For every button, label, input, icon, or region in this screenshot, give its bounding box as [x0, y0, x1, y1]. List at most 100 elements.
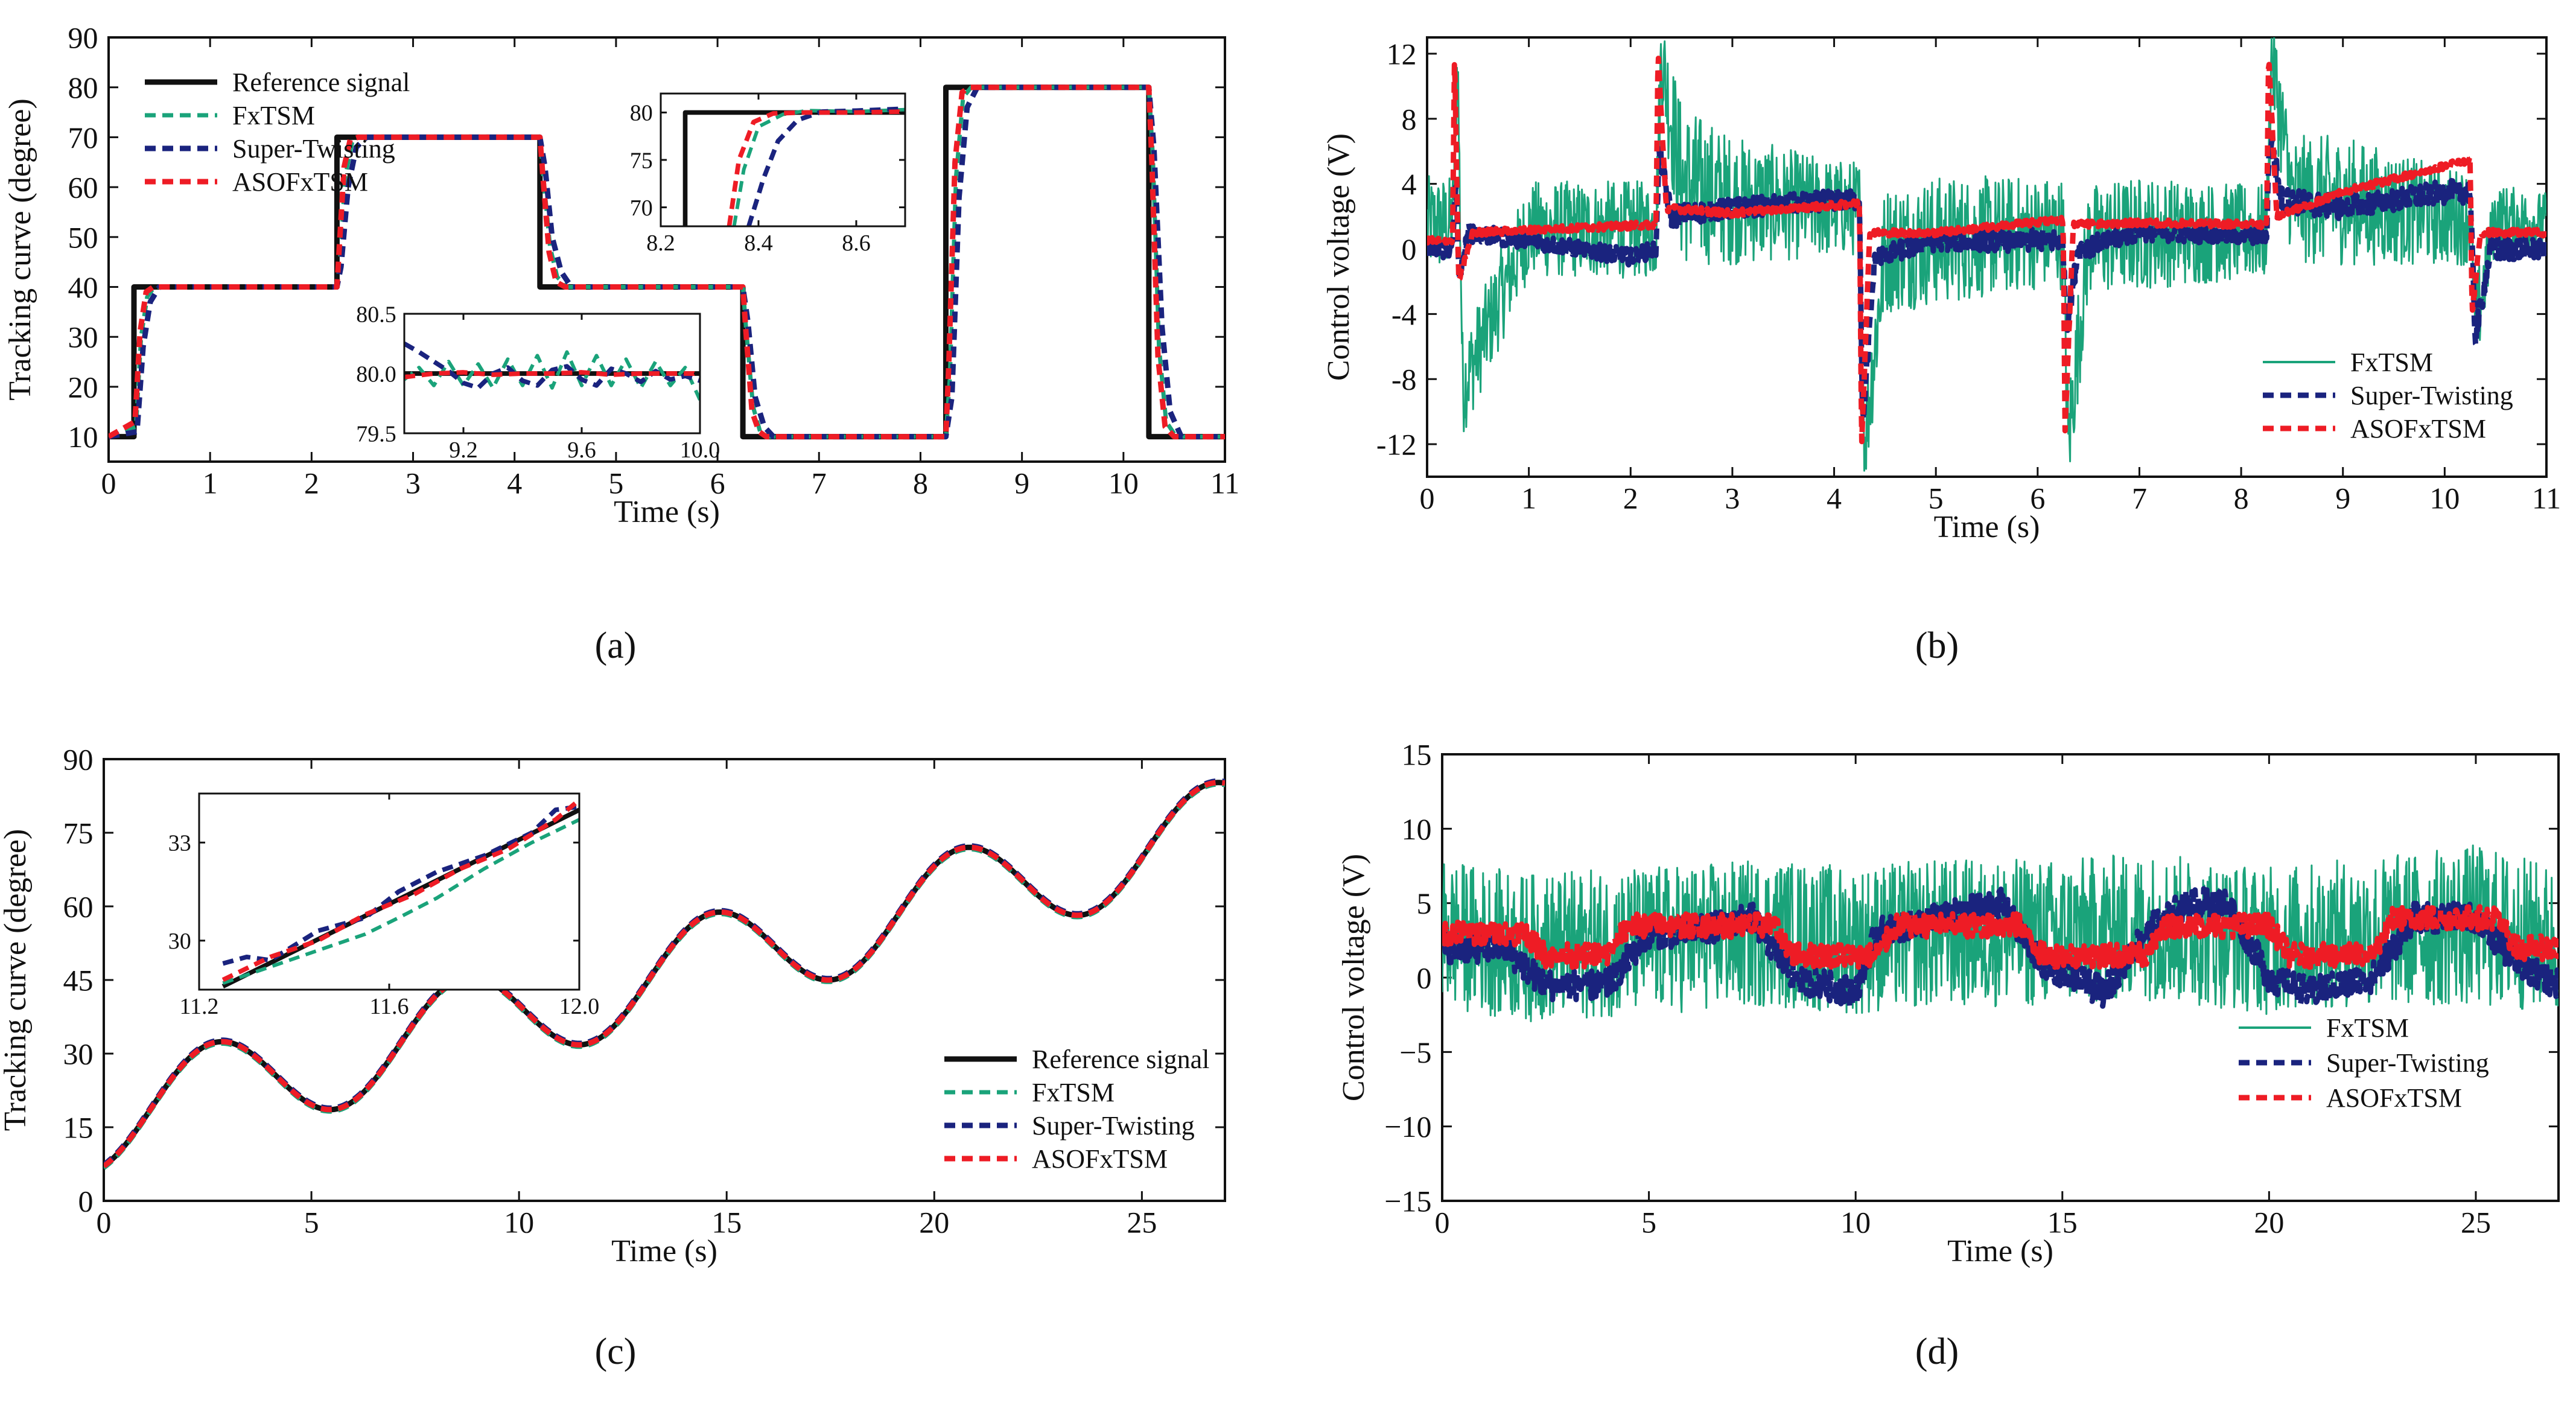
- x-tick-label: 9: [1014, 466, 1029, 500]
- y-tick-label: 45: [63, 964, 94, 997]
- y-tick-label: 10: [1402, 812, 1432, 846]
- legend-label-super_twisting: Super-Twisting: [232, 134, 395, 164]
- y-tick-label: 10: [68, 420, 98, 454]
- y-tick-label: 30: [63, 1037, 94, 1071]
- y-tick-label: −5: [1399, 1036, 1431, 1069]
- y-axis-label: Tracking curve (degree): [3, 98, 37, 401]
- legend-label-asofxtsm: ASOFxTSM: [2326, 1083, 2462, 1113]
- x-tick-label: 6: [2030, 482, 2045, 515]
- y-axis-label: Control voltage (V): [1321, 133, 1356, 381]
- legend-label-reference: Reference signal: [1032, 1045, 1209, 1074]
- legend-label-super_twisting: Super-Twisting: [2326, 1048, 2489, 1078]
- y-tick-label: -8: [1391, 363, 1417, 396]
- y-tick-label: 0: [78, 1185, 94, 1218]
- x-tick-label: 4: [1827, 482, 1842, 515]
- x-tick-label: 0: [97, 1206, 112, 1239]
- x-tick-label: 7: [2132, 482, 2147, 515]
- x-tick-label: 8: [913, 466, 928, 500]
- inset-y-tick-label: 75: [630, 148, 653, 173]
- series-asofxtsm: [109, 84, 1225, 440]
- x-tick-label: 5: [304, 1206, 319, 1239]
- x-tick-label: 25: [2461, 1206, 2491, 1239]
- y-axis-label: Control voltage (V): [1337, 854, 1371, 1101]
- x-tick-label: 10: [1108, 466, 1139, 500]
- legend: Reference signal FxTSM Super-TwistingASOFx…: [145, 68, 410, 197]
- series-asofxtsm: [1427, 56, 2546, 445]
- inset-y-tick-label: 80.0: [356, 361, 396, 387]
- inset: 11.2 11.6 12.0 30 33: [168, 792, 599, 1019]
- panel-label: (b): [1915, 625, 1959, 666]
- x-axis-label: Time (s): [614, 495, 720, 529]
- inset-series-asofxtsm: [404, 370, 700, 380]
- legend: Reference signal FxTSM Super-TwistingASOFx…: [944, 1045, 1209, 1174]
- inset-y-tick-label: 70: [630, 196, 653, 221]
- legend-label-asofxtsm: ASOFxTSM: [1032, 1144, 1168, 1174]
- y-tick-label: 4: [1402, 167, 1417, 201]
- legend-label-asofxtsm: ASOFxTSM: [232, 167, 368, 197]
- x-tick-label: 0: [1435, 1206, 1450, 1239]
- legend-label-fxtsm: FxTSM: [232, 101, 315, 130]
- inset: 8.2 8.4 8.6 70 75 80: [630, 92, 906, 256]
- x-tick-label: 8: [2234, 482, 2249, 515]
- x-tick-label: 15: [711, 1206, 742, 1239]
- x-tick-label: 4: [507, 466, 522, 500]
- legend-label-fxtsm: FxTSM: [2326, 1013, 2409, 1043]
- inset-x-tick-label: 9.6: [567, 437, 596, 463]
- inset-background: [199, 794, 579, 990]
- y-tick-label: 75: [63, 816, 94, 850]
- y-tick-label: 0: [1402, 232, 1417, 266]
- panel-a: 0 1 2 3 4 5 6 7 8 9 10 11 10 20 30 40 50 60 70 80 90 Time (s)…: [3, 21, 1239, 667]
- plot-frame: [107, 36, 1226, 463]
- y-tick-label: 50: [68, 220, 98, 254]
- inset-series-fxtsm: [404, 350, 700, 401]
- legend: FxTSM Super-Twisting ASOFxTSM: [2263, 348, 2513, 444]
- x-axis-label: Time (s): [611, 1234, 717, 1268]
- inset-x-tick-label: 8.6: [842, 231, 871, 256]
- inset-x-tick-label: 9.2: [449, 437, 478, 463]
- legend-label-asofxtsm: ASOFxTSM: [2350, 414, 2486, 444]
- panel-c: 0 5 10 15 20 25 0 15 30 45 60 75 90 Time (s) Tracking …: [0, 743, 1226, 1372]
- x-tick-label: 5: [1929, 482, 1944, 515]
- y-tick-label: 30: [68, 320, 98, 354]
- inset-x-tick-label: 8.4: [744, 231, 773, 256]
- y-tick-label: 90: [63, 743, 94, 777]
- legend: FxTSM Super-Twisting ASOFxTSM: [2239, 1013, 2489, 1113]
- x-tick-label: 9: [2335, 482, 2350, 515]
- x-tick-label: 1: [203, 466, 218, 500]
- x-tick-label: 6: [710, 466, 725, 500]
- x-tick-label: 0: [101, 466, 116, 500]
- x-tick-label: 3: [405, 466, 421, 500]
- y-tick-label: 60: [68, 171, 98, 205]
- inset-y-tick-label: 80.5: [356, 302, 396, 327]
- y-tick-label: 15: [1402, 738, 1432, 772]
- x-tick-label: 1: [1521, 482, 1536, 515]
- x-tick-label: 25: [1127, 1206, 1157, 1239]
- x-tick-label: 11: [2532, 482, 2561, 515]
- legend-label-reference: Reference signal: [232, 68, 410, 97]
- legend-label-fxtsm: FxTSM: [1032, 1078, 1115, 1107]
- x-tick-label: 5: [608, 466, 623, 500]
- inset-series-fxtsm: [222, 818, 579, 985]
- inset-y-tick-label: 30: [168, 929, 191, 954]
- x-tick-label: 2: [1623, 482, 1638, 515]
- y-tick-label: 15: [63, 1111, 94, 1145]
- x-tick-label: 0: [1420, 482, 1435, 515]
- inset-x-tick-label: 10.0: [680, 437, 720, 463]
- y-tick-label: 80: [68, 71, 98, 104]
- y-tick-label: 70: [68, 121, 98, 154]
- inset-series-asofxtsm: [221, 798, 579, 982]
- y-tick-label: 60: [63, 890, 94, 924]
- x-axis-label: Time (s): [1934, 510, 2040, 544]
- plot-frame: [1426, 36, 2548, 478]
- panel-label: (c): [595, 1331, 637, 1372]
- legend-label-fxtsm: FxTSM: [2350, 348, 2433, 377]
- x-tick-label: 11: [1210, 466, 1239, 500]
- y-tick-label: 12: [1387, 37, 1417, 71]
- y-tick-label: −10: [1384, 1110, 1431, 1144]
- x-tick-label: 20: [919, 1206, 949, 1239]
- inset-y-tick-label: 79.5: [356, 421, 396, 447]
- panel-label: (d): [1915, 1331, 1959, 1372]
